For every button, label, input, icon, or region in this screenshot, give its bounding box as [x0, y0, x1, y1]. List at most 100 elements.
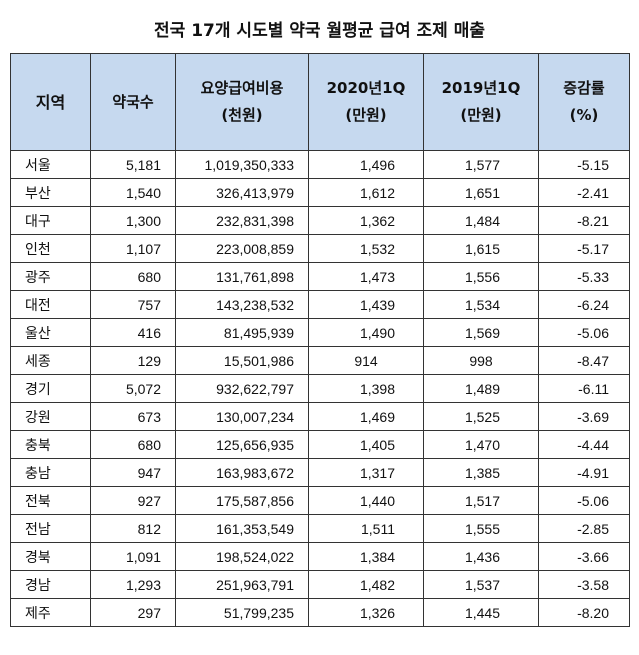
header-row: 지역 약국수 요양급여비용 (천원) 2020년1Q (만원) 2019년1Q … [10, 53, 630, 151]
cell-q2020: 1,490 [308, 318, 424, 347]
cell-q2019: 1,615 [423, 234, 539, 263]
sales-table: 지역 약국수 요양급여비용 (천원) 2020년1Q (만원) 2019년1Q … [10, 53, 630, 627]
cell-region: 충남 [10, 458, 91, 487]
header-q2019-line2: (만원) [460, 106, 502, 124]
cell-q2020: 1,440 [308, 486, 424, 515]
cell-q2020: 1,473 [308, 262, 424, 291]
cell-rate: -3.66 [538, 542, 630, 571]
cell-q2019: 1,556 [423, 262, 539, 291]
cell-q2019: 1,436 [423, 542, 539, 571]
cell-rate: -8.20 [538, 598, 630, 627]
cell-q2020: 1,439 [308, 290, 424, 319]
header-rate-line1: 증감률 [563, 79, 605, 97]
cell-pharmacies: 1,091 [90, 542, 176, 571]
cell-q2019: 998 [423, 346, 539, 375]
cell-rate: -8.47 [538, 346, 630, 375]
cell-rate: -5.06 [538, 486, 630, 515]
cell-q2020: 1,469 [308, 402, 424, 431]
cell-pharmacies: 680 [90, 430, 176, 459]
cell-pharmacies: 757 [90, 290, 176, 319]
cell-q2020: 1,612 [308, 178, 424, 207]
cell-q2020: 1,482 [308, 570, 424, 599]
header-pharmacies: 약국수 [90, 53, 176, 151]
cell-q2020: 914 [308, 346, 424, 375]
cell-cost: 163,983,672 [175, 458, 309, 487]
table-row: 전북 927 175,587,856 1,440 1,517 -5.06 [10, 486, 630, 515]
table-row: 광주 680 131,761,898 1,473 1,556 -5.33 [10, 262, 630, 291]
table-row: 전남 812 161,353,549 1,511 1,555 -2.85 [10, 514, 630, 543]
cell-rate: -5.17 [538, 234, 630, 263]
cell-region: 부산 [10, 178, 91, 207]
cell-pharmacies: 1,107 [90, 234, 176, 263]
cell-q2019: 1,534 [423, 290, 539, 319]
table-row: 경북 1,091 198,524,022 1,384 1,436 -3.66 [10, 542, 630, 571]
cell-cost: 326,413,979 [175, 178, 309, 207]
cell-region: 광주 [10, 262, 91, 291]
table-row: 충북 680 125,656,935 1,405 1,470 -4.44 [10, 430, 630, 459]
cell-cost: 175,587,856 [175, 486, 309, 515]
cell-cost: 15,501,986 [175, 346, 309, 375]
cell-rate: -3.69 [538, 402, 630, 431]
cell-pharmacies: 1,540 [90, 178, 176, 207]
cell-pharmacies: 1,293 [90, 570, 176, 599]
table-row: 대구 1,300 232,831,398 1,362 1,484 -8.21 [10, 206, 630, 235]
header-region: 지역 [10, 53, 91, 151]
table-row: 울산 416 81,495,939 1,490 1,569 -5.06 [10, 318, 630, 347]
cell-region: 울산 [10, 318, 91, 347]
cell-cost: 143,238,532 [175, 290, 309, 319]
cell-cost: 251,963,791 [175, 570, 309, 599]
cell-region: 전남 [10, 514, 91, 543]
cell-cost: 223,008,859 [175, 234, 309, 263]
header-cost: 요양급여비용 (천원) [175, 53, 309, 151]
table-row: 부산 1,540 326,413,979 1,612 1,651 -2.41 [10, 178, 630, 207]
cell-region: 대구 [10, 206, 91, 235]
cell-region: 전북 [10, 486, 91, 515]
cell-cost: 130,007,234 [175, 402, 309, 431]
cell-cost: 198,524,022 [175, 542, 309, 571]
cell-pharmacies: 947 [90, 458, 176, 487]
table-row: 경남 1,293 251,963,791 1,482 1,537 -3.58 [10, 570, 630, 599]
cell-q2019: 1,651 [423, 178, 539, 207]
page-title: 전국 17개 시도별 약국 월평균 급여 조제 매출 [154, 21, 485, 41]
cell-q2019: 1,445 [423, 598, 539, 627]
cell-rate: -3.58 [538, 570, 630, 599]
cell-region: 강원 [10, 402, 91, 431]
cell-q2020: 1,362 [308, 206, 424, 235]
table-row: 제주 297 51,799,235 1,326 1,445 -8.20 [10, 598, 630, 627]
table-row: 세종 129 15,501,986 914 998 -8.47 [10, 346, 630, 375]
cell-q2020: 1,398 [308, 374, 424, 403]
cell-cost: 232,831,398 [175, 206, 309, 235]
cell-q2020: 1,317 [308, 458, 424, 487]
cell-cost: 51,799,235 [175, 598, 309, 627]
cell-pharmacies: 297 [90, 598, 176, 627]
cell-pharmacies: 927 [90, 486, 176, 515]
cell-q2019: 1,569 [423, 318, 539, 347]
cell-rate: -6.24 [538, 290, 630, 319]
cell-cost: 131,761,898 [175, 262, 309, 291]
table-body: 서울 5,181 1,019,350,333 1,496 1,577 -5.15 부산 1,5… [10, 150, 630, 627]
header-q2019: 2019년1Q (만원) [423, 53, 539, 151]
cell-rate: -4.44 [538, 430, 630, 459]
cell-q2020: 1,496 [308, 150, 424, 179]
cell-cost: 125,656,935 [175, 430, 309, 459]
table-row: 서울 5,181 1,019,350,333 1,496 1,577 -5.15 [10, 150, 630, 179]
cell-rate: -5.06 [538, 318, 630, 347]
cell-q2020: 1,405 [308, 430, 424, 459]
cell-region: 충북 [10, 430, 91, 459]
header-rate-line2: (%) [569, 106, 599, 124]
cell-pharmacies: 416 [90, 318, 176, 347]
cell-region: 경남 [10, 570, 91, 599]
cell-q2019: 1,470 [423, 430, 539, 459]
header-q2020-line1: 2020년1Q [326, 79, 406, 97]
cell-rate: -4.91 [538, 458, 630, 487]
cell-q2020: 1,511 [308, 514, 424, 543]
header-q2020-line2: (만원) [345, 106, 387, 124]
cell-region: 제주 [10, 598, 91, 627]
cell-rate: -6.11 [538, 374, 630, 403]
table-row: 강원 673 130,007,234 1,469 1,525 -3.69 [10, 402, 630, 431]
cell-q2019: 1,577 [423, 150, 539, 179]
cell-q2019: 1,489 [423, 374, 539, 403]
cell-pharmacies: 812 [90, 514, 176, 543]
header-q2019-line1: 2019년1Q [441, 79, 521, 97]
cell-q2019: 1,525 [423, 402, 539, 431]
